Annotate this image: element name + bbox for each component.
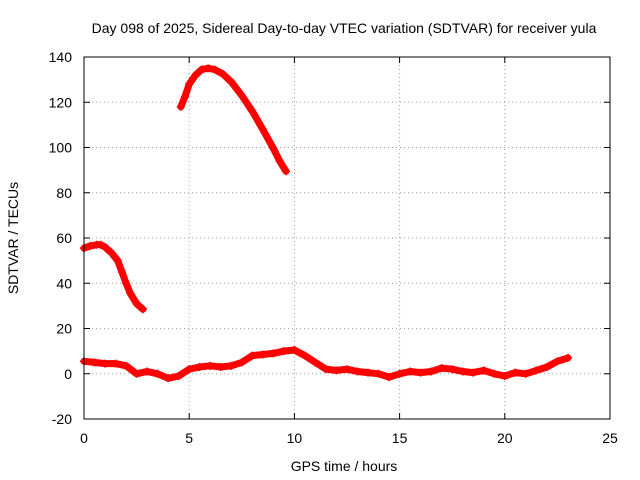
data-point-segment-2 (281, 167, 290, 176)
data-point-segment-3 (216, 362, 225, 371)
data-point-segment-3 (90, 358, 99, 367)
data-point-segment-1 (113, 256, 122, 265)
y-axis-label: SDTVAR / TECUs (5, 182, 21, 294)
data-point-segment-2 (258, 125, 267, 134)
data-point-segment-2 (275, 157, 284, 166)
data-point-segment-3 (385, 373, 394, 382)
series-layer (80, 64, 572, 383)
x-tick-label: 0 (80, 430, 88, 446)
data-point-segment-3 (521, 369, 530, 378)
data-point-segment-3 (542, 362, 551, 371)
grid (84, 57, 610, 419)
data-point-segment-3 (237, 358, 246, 367)
data-point-segment-3 (101, 359, 110, 368)
data-point-segment-2 (218, 69, 227, 78)
data-point-segment-3 (290, 345, 299, 354)
data-point-segment-1 (107, 248, 116, 257)
data-point-segment-1 (86, 241, 95, 250)
x-tick-label: 20 (497, 430, 513, 446)
data-point-segment-3 (248, 351, 257, 360)
data-point-segment-3 (563, 353, 572, 362)
data-point-segment-2 (180, 92, 189, 101)
data-point-segment-3 (164, 374, 173, 383)
data-point-segment-3 (406, 367, 415, 376)
data-point-segment-2 (269, 144, 278, 153)
data-point-segment-3 (111, 359, 120, 368)
data-point-segment-2 (191, 71, 200, 80)
x-tick-label: 5 (185, 430, 193, 446)
data-point-segment-3 (448, 365, 457, 374)
data-point-segment-3 (511, 368, 520, 377)
data-point-segment-1 (96, 240, 105, 249)
data-point-segment-3 (532, 366, 541, 375)
x-tick-label: 10 (287, 430, 303, 446)
data-point-segment-3 (195, 362, 204, 371)
data-point-segment-3 (416, 368, 425, 377)
data-point-segment-1 (138, 305, 147, 314)
data-point-segment-3 (258, 350, 267, 359)
data-point-segment-1 (132, 299, 141, 308)
x-tick-label: 15 (392, 430, 408, 446)
data-point-segment-3 (332, 366, 341, 375)
x-axis-label: GPS time / hours (291, 458, 398, 474)
data-point-segment-3 (469, 368, 478, 377)
data-point-segment-3 (553, 357, 562, 366)
data-point-segment-3 (427, 367, 436, 376)
y-tick-label: 140 (49, 49, 73, 65)
data-point-segment-3 (321, 365, 330, 374)
data-point-segment-3 (437, 364, 446, 373)
data-point-segment-3 (479, 366, 488, 375)
y-tick-label: 80 (56, 185, 72, 201)
chart-title: Day 098 of 2025, Sidereal Day-to-day VTE… (92, 20, 597, 36)
data-point-segment-3 (279, 347, 288, 356)
data-point-segment-2 (185, 80, 194, 89)
x-tick-label: 25 (602, 430, 618, 446)
data-point-segment-2 (237, 91, 246, 100)
data-point-segment-3 (206, 361, 215, 370)
data-point-segment-2 (204, 64, 213, 73)
data-point-segment-3 (353, 367, 362, 376)
data-point-segment-3 (227, 361, 236, 370)
data-point-segment-3 (500, 372, 509, 381)
data-point-segment-3 (395, 369, 404, 378)
data-point-segment-3 (364, 368, 373, 377)
data-point-segment-1 (126, 289, 135, 298)
data-point-segment-2 (197, 65, 206, 74)
y-tick-label: 60 (56, 230, 72, 246)
data-point-segment-3 (490, 369, 499, 378)
y-tick-label: -20 (52, 411, 72, 427)
data-point-segment-3 (300, 351, 309, 360)
data-point-segment-1 (122, 279, 131, 288)
data-point-segment-2 (227, 77, 236, 86)
data-point-segment-2 (210, 65, 219, 74)
y-tick-label: 100 (49, 140, 73, 156)
ticks: 0 5 10 15 20 25 -20 0 20 40 60 80 100 120 140 (49, 49, 618, 446)
data-point-segment-1 (117, 267, 126, 276)
y-tick-label: 0 (64, 366, 72, 382)
data-point-segment-3 (174, 372, 183, 381)
data-point-segment-3 (311, 358, 320, 367)
y-tick-label: 20 (56, 321, 72, 337)
data-point-segment-2 (248, 107, 257, 116)
data-point-segment-3 (143, 367, 152, 376)
data-point-segment-3 (132, 369, 141, 378)
data-point-segment-3 (343, 365, 351, 374)
data-point-segment-1 (101, 243, 110, 252)
data-point-segment-3 (153, 369, 162, 378)
y-tick-label: 120 (49, 94, 73, 110)
y-tick-label: 40 (56, 275, 72, 291)
data-point-segment-3 (185, 365, 194, 374)
data-point-segment-3 (269, 349, 278, 358)
data-point-segment-3 (374, 369, 383, 378)
data-point-segment-3 (458, 367, 467, 376)
data-point-segment-2 (176, 102, 185, 111)
data-point-segment-3 (122, 361, 131, 370)
